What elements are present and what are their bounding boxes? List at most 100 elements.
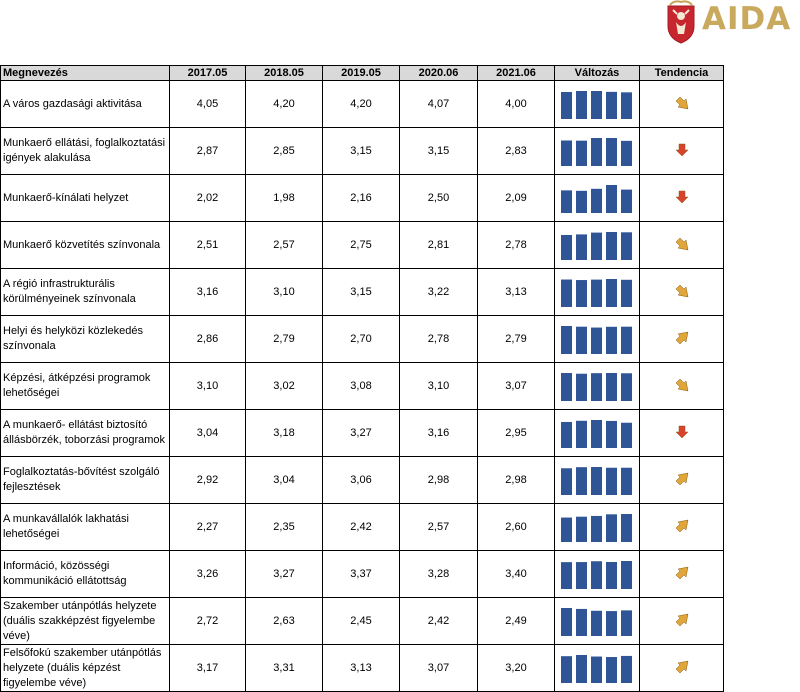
sparkline-bar xyxy=(576,608,587,636)
value-cell: 2,95 xyxy=(477,409,555,457)
sparkline-bar xyxy=(606,611,617,636)
change-chart-cell xyxy=(554,268,640,316)
value-cell: 3,06 xyxy=(322,456,400,504)
value-cell: 3,04 xyxy=(169,409,246,457)
sparkline-bar xyxy=(591,138,602,166)
value-cell: 2,60 xyxy=(477,503,555,551)
sparkline-bar xyxy=(606,326,617,354)
value-cell: 2,57 xyxy=(399,503,478,551)
header-tendencia: Tendencia xyxy=(639,65,724,81)
value-cell: 2,09 xyxy=(477,174,555,222)
value-cell: 3,10 xyxy=(399,362,478,410)
arrow-down-right-icon xyxy=(675,378,688,391)
aida-logo: AIDA xyxy=(662,0,800,44)
arrow-down-right-icon xyxy=(675,237,688,250)
trend-cell xyxy=(639,268,724,316)
row-label: Munkaerő közvetítés színvonala xyxy=(0,221,170,269)
change-chart-cell xyxy=(554,315,640,363)
trend-cell xyxy=(639,597,724,645)
header-megnevezes: Megnevezés xyxy=(0,65,170,81)
value-cell: 4,05 xyxy=(169,80,246,128)
table-row: Foglalkoztatás-bővítést szolgáló fejlesz… xyxy=(0,456,724,504)
sparkline-bar xyxy=(576,562,587,589)
table-row: Képzési, átképzési programok lehetőségei… xyxy=(0,362,724,410)
sparkline-bar xyxy=(606,514,617,542)
sparkline-bar xyxy=(621,610,632,636)
sparkline-bar xyxy=(606,467,617,495)
value-cell: 2,75 xyxy=(322,221,400,269)
table-row: A munkaerő- ellátást biztosító állásbörz… xyxy=(0,409,724,457)
table-row: Munkaerő ellátási, foglalkoztatási igény… xyxy=(0,127,724,175)
value-cell: 2,79 xyxy=(245,315,323,363)
sparkline-bar xyxy=(621,373,632,401)
header-2021: 2021.06 xyxy=(477,65,555,81)
value-cell: 2,85 xyxy=(245,127,323,175)
trend-cell xyxy=(639,315,724,363)
value-cell: 3,07 xyxy=(399,644,478,692)
sparkline-bar xyxy=(561,608,572,636)
arrow-up-right-icon xyxy=(675,472,688,485)
value-cell: 3,15 xyxy=(322,127,400,175)
table-row: Munkaerő-kínálati helyzet 2,02 1,98 2,16 2,5… xyxy=(0,174,724,222)
value-cell: 2,57 xyxy=(245,221,323,269)
row-label: Információ, közösségi kommunikáció ellát… xyxy=(0,550,170,598)
sparkline-bar xyxy=(591,232,602,260)
sparkline-bar xyxy=(606,232,617,260)
sparkline-bar xyxy=(591,188,602,213)
table-row: A város gazdasági aktivitása 4,05 4,20 4,20… xyxy=(0,80,724,128)
sparkline-bar xyxy=(561,190,572,213)
value-cell: 2,98 xyxy=(399,456,478,504)
sparkline-chart xyxy=(561,561,632,589)
data-table: Megnevezés 2017.05 2018.05 2019.05 2020.… xyxy=(0,65,724,692)
row-label: Helyi és helyközi közlekedés színvonala xyxy=(0,315,170,363)
value-cell: 3,16 xyxy=(399,409,478,457)
trend-cell xyxy=(639,644,724,692)
sparkline-bar xyxy=(591,327,602,354)
header-2020: 2020.06 xyxy=(399,65,478,81)
table-row: A régió infrastrukturális körülményeinek… xyxy=(0,268,724,316)
sparkline-bar xyxy=(591,91,602,119)
change-chart-cell xyxy=(554,362,640,410)
arrow-down-icon xyxy=(674,190,689,203)
header-2018: 2018.05 xyxy=(245,65,323,81)
value-cell: 3,26 xyxy=(169,550,246,598)
row-label: Munkaerő-kínálati helyzet xyxy=(0,174,170,222)
arrow-down-icon xyxy=(674,425,689,438)
sparkline-bar xyxy=(606,657,617,683)
coat-of-arms-icon xyxy=(667,0,695,44)
value-cell: 3,07 xyxy=(477,362,555,410)
value-cell: 2,42 xyxy=(399,597,478,645)
value-cell: 4,07 xyxy=(399,80,478,128)
value-cell: 3,16 xyxy=(169,268,246,316)
trend-cell xyxy=(639,221,724,269)
change-chart-cell xyxy=(554,127,640,175)
value-cell: 2,35 xyxy=(245,503,323,551)
table-row: A munkavállalók lakhatási lehetőségei 2,2… xyxy=(0,503,724,551)
row-label: Képzési, átképzési programok lehetőségei xyxy=(0,362,170,410)
sparkline-bar xyxy=(561,562,572,589)
table-row: Szakember utánpótlás helyzete (duális sz… xyxy=(0,597,724,645)
change-chart-cell xyxy=(554,597,640,645)
value-cell: 2,78 xyxy=(477,221,555,269)
sparkline-bar xyxy=(606,185,617,213)
arrow-up-right-icon xyxy=(675,519,688,532)
sparkline-bar xyxy=(621,467,632,495)
sparkline-bar xyxy=(576,655,587,683)
value-cell: 3,15 xyxy=(399,127,478,175)
sparkline-chart xyxy=(561,655,632,683)
value-cell: 2,02 xyxy=(169,174,246,222)
change-chart-cell xyxy=(554,550,640,598)
sparkline-bar xyxy=(606,373,617,401)
sparkline-bar xyxy=(576,140,587,166)
value-cell: 2,72 xyxy=(169,597,246,645)
value-cell: 2,42 xyxy=(322,503,400,551)
row-label: Szakember utánpótlás helyzete (duális sz… xyxy=(0,597,170,645)
sparkline-chart xyxy=(561,326,632,354)
value-cell: 2,63 xyxy=(245,597,323,645)
sparkline-bar xyxy=(561,468,572,495)
sparkline-chart xyxy=(561,185,632,213)
sparkline-chart xyxy=(561,420,632,448)
value-cell: 4,20 xyxy=(322,80,400,128)
value-cell: 3,08 xyxy=(322,362,400,410)
value-cell: 1,98 xyxy=(245,174,323,222)
